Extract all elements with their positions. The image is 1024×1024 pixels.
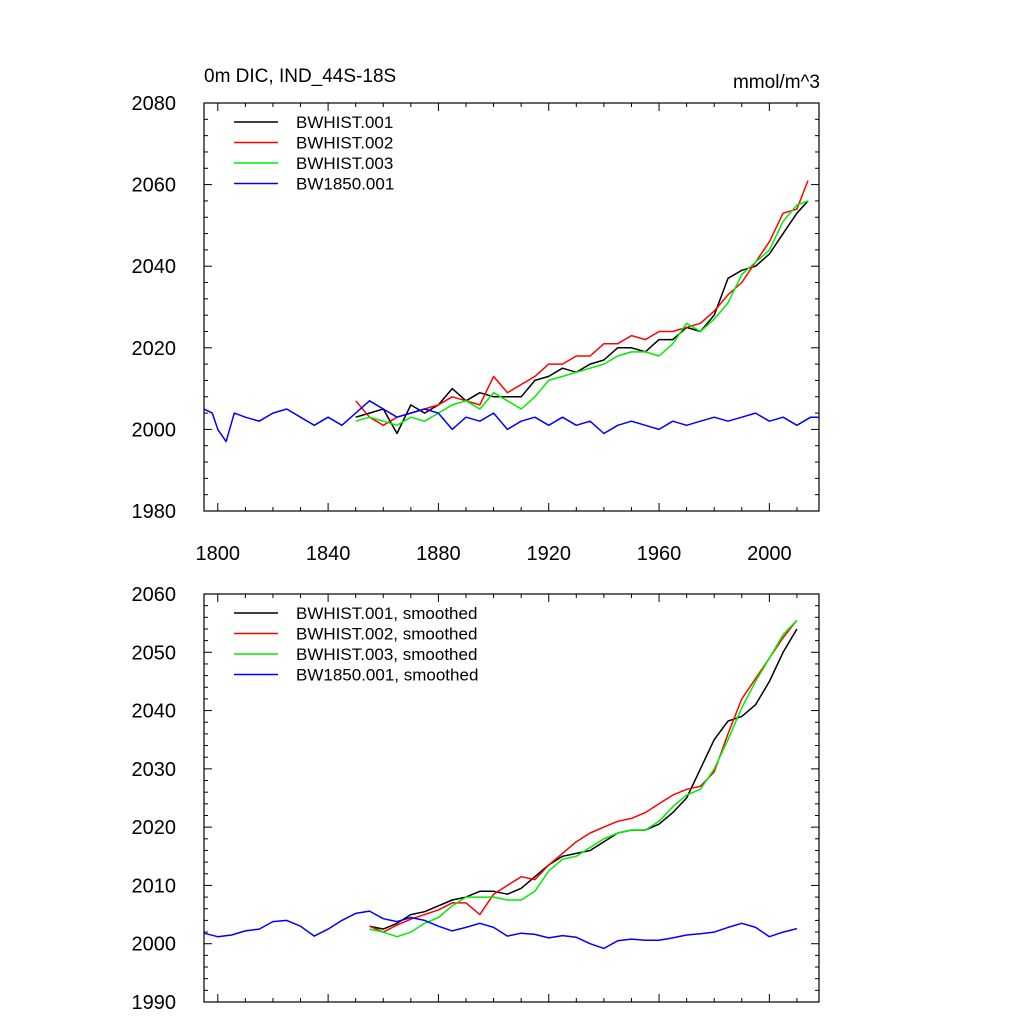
y-tick-label: 2030 bbox=[132, 759, 177, 781]
chart-title: 0m DIC, IND_44S-18S bbox=[204, 66, 396, 87]
y-tick-label: 1990 bbox=[132, 992, 177, 1014]
x-tick-label: 1880 bbox=[416, 543, 461, 565]
legend-bottom: BWHIST.001, smoothed BWHIST.002, smoothed… bbox=[234, 604, 478, 685]
legend-label: BWHIST.003 bbox=[296, 154, 393, 173]
series-line-2 bbox=[369, 619, 798, 933]
series-line-1 bbox=[355, 200, 809, 435]
legend-label: BW1850.001, smoothed bbox=[296, 666, 478, 685]
x-tick-label: 1800 bbox=[196, 543, 241, 565]
chart-panel-bottom: 1990 2000 2010 2020 2030 2040 2050 2060 BWHIST.… bbox=[132, 584, 820, 1014]
y-tick-label: 2060 bbox=[132, 584, 177, 606]
series-lines-bottom bbox=[203, 619, 798, 950]
x-tick-label: 1840 bbox=[306, 543, 351, 565]
y-tick-label: 2000 bbox=[132, 934, 177, 956]
plot-frame-bottom bbox=[203, 593, 820, 1003]
y-tick-label: 2000 bbox=[132, 419, 177, 441]
y-tick-label: 2020 bbox=[132, 817, 177, 839]
series-line-2 bbox=[355, 180, 809, 427]
x-tick-label: 2000 bbox=[747, 543, 792, 565]
legend-label: BW1850.001 bbox=[296, 175, 394, 194]
series-line-4 bbox=[203, 400, 819, 443]
axis-ticks-top: 1800 1840 1880 1920 1960 2000 1980 2000 2020 2040… bbox=[132, 93, 819, 565]
y-tick-label: 2060 bbox=[132, 175, 177, 197]
y-tick-label: 2020 bbox=[132, 338, 177, 360]
series-line-3 bbox=[369, 619, 798, 938]
legend-label: BWHIST.002, smoothed bbox=[296, 625, 477, 644]
legend-label: BWHIST.002 bbox=[296, 134, 393, 153]
plot-frame-top bbox=[203, 102, 820, 512]
x-tick-label: 1920 bbox=[526, 543, 571, 565]
series-line-4 bbox=[203, 910, 798, 950]
chart-units-label: mmol/m^3 bbox=[733, 72, 820, 93]
chart-panel-top: 0m DIC, IND_44S-18S mmol/m^3 1800 1840 188… bbox=[132, 66, 821, 565]
y-tick-label: 2040 bbox=[132, 701, 177, 723]
legend-label: BWHIST.001, smoothed bbox=[296, 604, 477, 623]
axis-ticks-bottom: 1990 2000 2010 2020 2030 2040 2050 2060 bbox=[132, 584, 819, 1014]
y-tick-label: 2010 bbox=[132, 875, 177, 897]
series-lines-top bbox=[203, 180, 819, 443]
series-line-3 bbox=[355, 200, 809, 427]
y-tick-label: 2040 bbox=[132, 256, 177, 278]
x-tick-label: 1960 bbox=[637, 543, 682, 565]
y-tick-label: 2080 bbox=[132, 93, 177, 115]
y-tick-label: 1980 bbox=[132, 501, 177, 523]
legend-label: BWHIST.003, smoothed bbox=[296, 645, 477, 664]
legend-label: BWHIST.001 bbox=[296, 113, 393, 132]
y-tick-label: 2050 bbox=[132, 642, 177, 664]
